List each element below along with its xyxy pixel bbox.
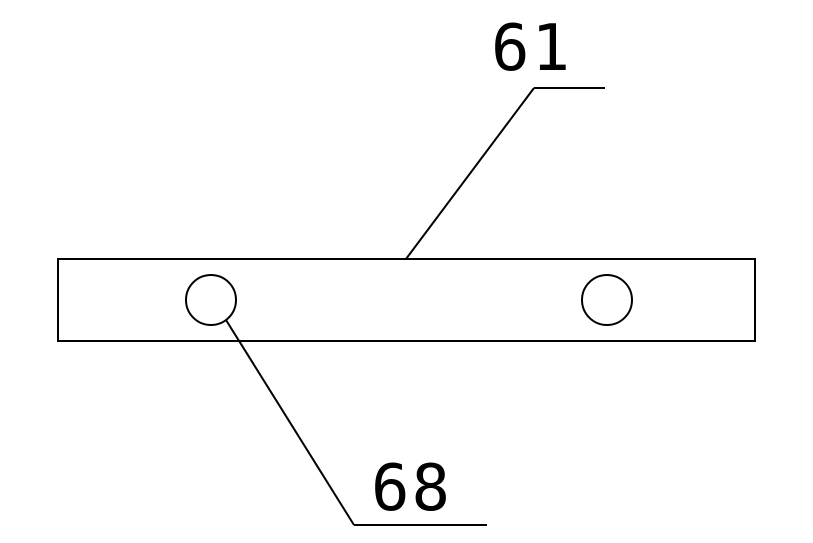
leader-line-1 [226,320,354,525]
hole-circle-0 [186,275,236,325]
part-body-rect [58,259,755,341]
leader-line-0 [406,88,534,259]
callout-label-1: 68 [371,452,452,526]
callout-label-0: 61 [491,12,572,86]
hole-circle-1 [582,275,632,325]
